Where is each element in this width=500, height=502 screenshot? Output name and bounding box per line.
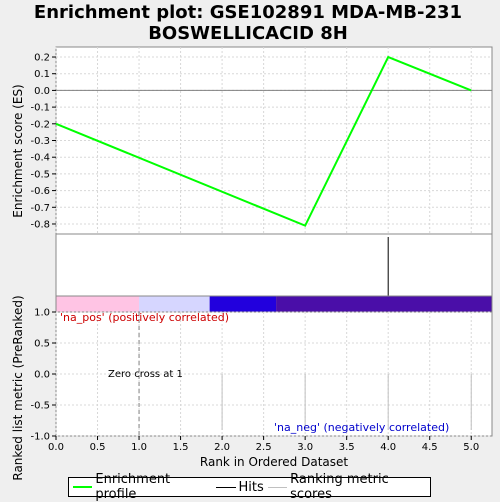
chart-legend: Enrichment profile Hits Ranking metric s… (68, 472, 431, 502)
negative-correlated-label: 'na_neg' (negatively correlated) (274, 421, 449, 434)
legend-label-enrichment-profile: Enrichment profile (95, 472, 171, 502)
x-tick-label: 4.5 (422, 442, 438, 453)
chart-title-line-2: BOSWELLICACID 8H (148, 23, 348, 44)
chart-title-line-1: Enrichment plot: GSE102891 MDA-MB-231 (34, 2, 462, 23)
legend-item-ranking-metric: Ranking metric scores (267, 472, 430, 502)
es-y-tick-label: 0.1 (34, 69, 50, 80)
es-y-tick-label: -0.4 (30, 153, 50, 164)
metric-y-tick-label: 1.0 (34, 308, 50, 319)
es-y-tick-label: -0.3 (30, 136, 50, 147)
es-y-tick-label: -0.8 (30, 219, 50, 230)
es-y-tick-label: -0.1 (30, 103, 50, 114)
zero-cross-label: Zero cross at 1 (108, 369, 183, 380)
es-y-tick-label: -0.5 (30, 169, 50, 180)
legend-item-enrichment-profile: Enrichment profile (73, 472, 212, 502)
es-y-tick-label: -0.2 (30, 119, 50, 130)
legend-swatch-ranking-metric (267, 486, 288, 488)
positive-correlated-label: 'na_pos' (positively correlated) (60, 311, 229, 324)
metric-y-tick-label: -0.5 (30, 401, 50, 412)
metric-y-axis-label: Ranked list metric (PreRanked) (11, 295, 25, 480)
x-axis-label: Rank in Ordered Dataset (200, 455, 348, 469)
legend-swatch-enrichment-profile (73, 486, 93, 488)
x-tick-label: 2.5 (256, 442, 272, 453)
es-y-axis-label: Enrichment score (ES) (11, 84, 25, 217)
x-tick-label: 1.5 (173, 442, 189, 453)
legend-label-ranking-metric: Ranking metric scores (290, 472, 389, 502)
es-y-tick-label: 0.0 (34, 86, 50, 97)
legend-label-hits: Hits (238, 479, 264, 495)
es-y-tick-label: 0.2 (34, 53, 50, 64)
ranking-metric-panel: Zero cross at 1 'na_pos' (positively cor… (30, 308, 493, 453)
es-y-tick-label: -0.6 (30, 186, 50, 197)
enrichment-score-panel: -0.8 -0.7 -0.6 -0.5 -0.4 -0.3 -0.2 -0.1 0.0 0.1 0.… (30, 46, 493, 235)
x-tick-label: 0.0 (48, 442, 64, 453)
legend-swatch-hits (215, 486, 236, 488)
es-profile-line (55, 55, 472, 227)
x-tick-label: 3.5 (339, 442, 355, 453)
es-y-tick-label: -0.7 (30, 203, 50, 214)
x-tick-label: 3.0 (297, 442, 313, 453)
hits-panel (55, 233, 493, 297)
color-bar-segment (209, 296, 277, 312)
metric-y-tick-label: -1.0 (30, 432, 50, 443)
metric-y-tick-label: 0.5 (34, 339, 50, 350)
x-tick-label: 0.5 (90, 442, 106, 453)
x-tick-label: 4.0 (380, 442, 396, 453)
metric-y-tick-label: 0.0 (34, 370, 50, 381)
legend-item-hits: Hits (215, 479, 264, 495)
x-tick-label: 5.0 (463, 442, 479, 453)
x-tick-label: 2.0 (214, 442, 230, 453)
color-bar-segment (276, 296, 492, 312)
color-bar-segment (139, 296, 210, 312)
rank-color-bar (55, 295, 493, 313)
x-tick-label: 1.0 (131, 442, 147, 453)
color-bar-segment (56, 296, 140, 312)
